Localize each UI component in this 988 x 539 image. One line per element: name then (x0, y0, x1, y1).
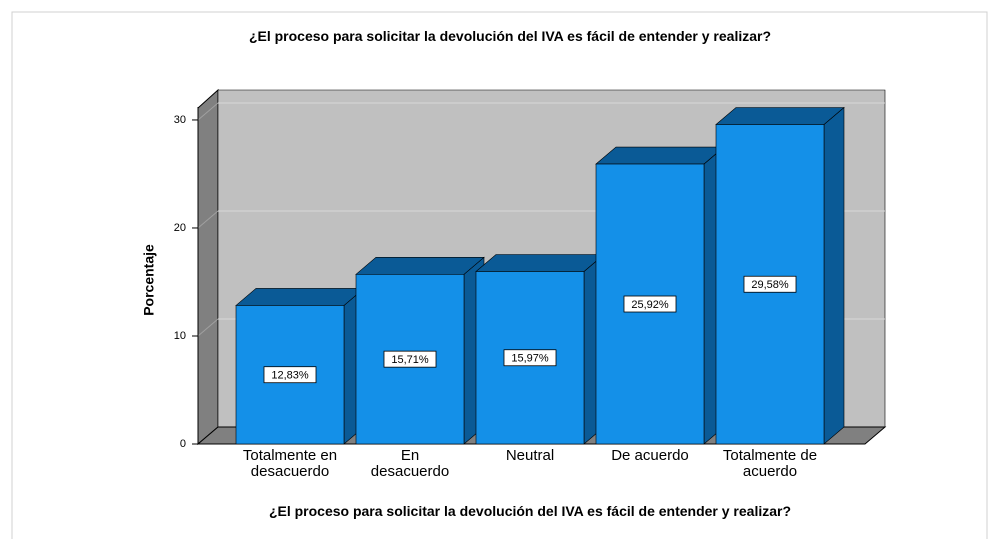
y-tick-label: 30 (174, 114, 186, 126)
grid-line (197, 318, 219, 337)
grid-line (197, 210, 219, 229)
value-label: 29,58% (751, 279, 789, 291)
bar-top (355, 257, 485, 275)
bar-top (475, 254, 605, 272)
bar-top (235, 288, 365, 306)
x-tick-label: Neutral (505, 447, 555, 464)
value-label: 12,83% (271, 370, 309, 382)
x-tick-label: Totalmente de acuerdo (722, 447, 818, 480)
value-label-box (383, 350, 437, 368)
y-tick-label: 10 (174, 330, 186, 342)
value-label: 15,71% (391, 354, 429, 366)
bar-top (715, 107, 845, 125)
y-tick-label: 0 (180, 438, 186, 450)
x-axis-title: ¿El proceso para solicitar la devolución… (268, 503, 792, 519)
chart-title: ¿El proceso para solicitar la devolución… (248, 28, 772, 44)
x-tick-label: Totalmente en desacuerdo (242, 447, 338, 480)
grid-line (197, 102, 219, 121)
left-wall (197, 88, 219, 446)
value-label-box (503, 349, 557, 367)
x-tick-label: De acuerdo (611, 447, 689, 464)
value-label-box (263, 366, 317, 384)
value-label: 25,92% (631, 299, 669, 311)
x-tick-label: En desacuerdo (370, 447, 450, 480)
y-tick-label: 20 (174, 222, 186, 234)
y-axis-title: Porcentaje (141, 244, 157, 316)
frame (11, 11, 988, 539)
value-label-box (743, 275, 797, 293)
value-label-box (623, 295, 677, 313)
value-label: 15,97% (511, 353, 549, 365)
bar-side (823, 106, 845, 445)
bar-top (595, 146, 725, 165)
